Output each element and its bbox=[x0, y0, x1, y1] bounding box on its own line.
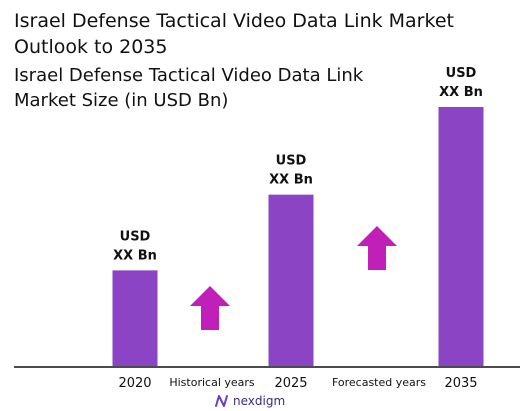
nexdigm-logo-icon bbox=[215, 395, 228, 407]
bar-value-label-2025-amount: XX Bn bbox=[269, 173, 313, 188]
bar-value-label-2025-currency: USD bbox=[276, 154, 307, 169]
page-title-line-2: Outlook to 2035 bbox=[14, 36, 167, 58]
bar-value-label-2020-currency: USD bbox=[120, 229, 151, 244]
x-tick-label-2025: 2025 bbox=[274, 376, 307, 391]
logo-text: nexdigm bbox=[233, 394, 285, 408]
bar-2020 bbox=[112, 270, 158, 366]
nexdigm-logo: nexdigm bbox=[215, 394, 285, 408]
bar-value-label-2035-currency: USD bbox=[446, 66, 477, 81]
bar-value-label-2035-amount: XX Bn bbox=[439, 85, 483, 100]
bars-group: USD XX Bn USD XX Bn USD XX Bn bbox=[112, 66, 484, 366]
bar-2025 bbox=[268, 194, 314, 366]
x-tick-label-2020: 2020 bbox=[118, 376, 151, 391]
historical-years-label: Historical years bbox=[169, 376, 255, 389]
chart-title-line-2: Market Size (in USD Bn) bbox=[14, 90, 228, 111]
x-tick-label-2035: 2035 bbox=[444, 376, 477, 391]
historical-growth-arrow-icon bbox=[190, 286, 230, 330]
bar-2035 bbox=[438, 107, 484, 366]
page-title-line-1: Israel Defense Tactical Video Data Link … bbox=[14, 10, 454, 32]
bar-value-label-2020-amount: XX Bn bbox=[113, 248, 157, 263]
forecast-growth-arrow-icon bbox=[357, 226, 397, 270]
forecasted-years-label: Forecasted years bbox=[332, 376, 426, 389]
chart-title-line-1: Israel Defense Tactical Video Data Link bbox=[14, 65, 364, 86]
